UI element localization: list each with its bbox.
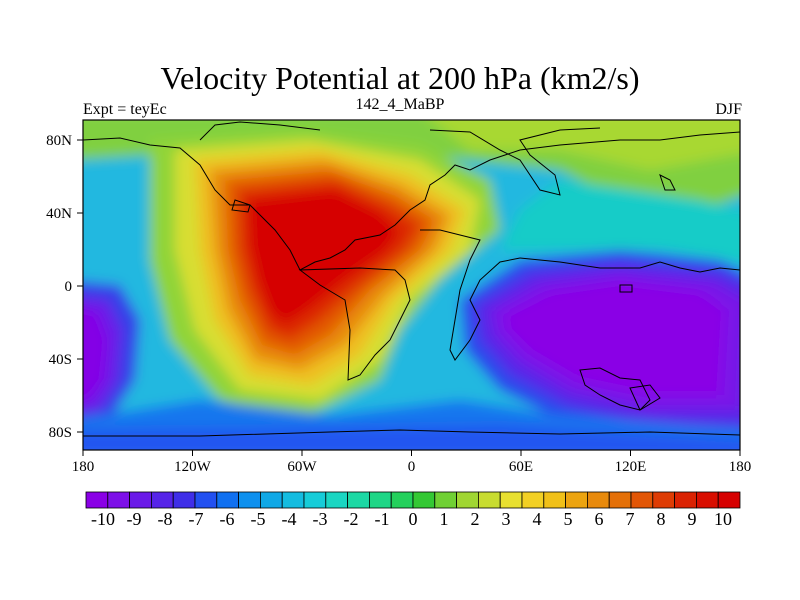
colorbar-swatch bbox=[630, 491, 654, 509]
colorbar-swatch bbox=[521, 491, 545, 509]
colorbar-label: 1 bbox=[440, 509, 449, 529]
colorbar-swatch bbox=[543, 491, 566, 509]
colorbar-label: -10 bbox=[91, 509, 115, 529]
colorbar-swatch bbox=[303, 491, 327, 509]
colorbar bbox=[85, 491, 741, 509]
lon-tick-label: 120W bbox=[174, 459, 212, 475]
plot-title: Velocity Potential at 200 hPa (km2/s) bbox=[160, 60, 640, 96]
colorbar-swatch bbox=[696, 491, 719, 509]
ticks bbox=[77, 139, 741, 456]
colorbar-label: 4 bbox=[533, 509, 542, 529]
colorbar-label: 2 bbox=[471, 509, 480, 529]
colorbar-label: 3 bbox=[502, 509, 511, 529]
experiment-label: Expt = teyEc bbox=[83, 101, 167, 118]
lon-tick-label: 180 bbox=[729, 459, 752, 475]
colorbar-swatch bbox=[499, 491, 523, 509]
colorbar-swatch bbox=[434, 491, 457, 509]
colorbar-swatch bbox=[194, 491, 218, 509]
colorbar-swatch bbox=[172, 491, 196, 509]
colorbar-swatch bbox=[368, 491, 392, 509]
colorbar-swatch bbox=[390, 491, 414, 509]
colorbar-swatch bbox=[347, 491, 370, 509]
lon-tick-label: 60E bbox=[509, 459, 533, 475]
colorbar-label: 7 bbox=[626, 509, 635, 529]
lat-tick-label: 80N bbox=[46, 133, 72, 149]
run-label: 142_4_MaBP bbox=[355, 96, 445, 113]
colorbar-swatch bbox=[325, 491, 348, 509]
colorbar-label: 8 bbox=[657, 509, 666, 529]
coastlines bbox=[83, 121, 740, 437]
lat-tick-label: 40S bbox=[49, 352, 72, 368]
colorbar-swatch bbox=[85, 491, 109, 509]
colorbar-label: -7 bbox=[189, 509, 204, 529]
season-label: DJF bbox=[715, 101, 742, 118]
lon-tick-label: 0 bbox=[408, 459, 416, 475]
lon-tick-label: 120E bbox=[615, 459, 647, 475]
colorbar-label: 10 bbox=[714, 509, 732, 529]
colorbar-label: 6 bbox=[595, 509, 604, 529]
colorbar-swatch bbox=[150, 491, 174, 509]
colorbar-swatch bbox=[216, 491, 240, 509]
colorbar-label: 9 bbox=[688, 509, 697, 529]
colorbar-label: 5 bbox=[564, 509, 573, 529]
lat-tick-label: 80S bbox=[49, 425, 72, 441]
lon-tick-label: 60W bbox=[287, 459, 317, 475]
contour-field bbox=[83, 120, 740, 450]
colorbar-label: -6 bbox=[220, 509, 235, 529]
colorbar-swatch bbox=[281, 491, 305, 509]
colorbar-swatch bbox=[259, 491, 283, 509]
colorbar-label: -1 bbox=[375, 509, 390, 529]
colorbar-label: -4 bbox=[282, 509, 297, 529]
colorbar-swatch bbox=[129, 491, 152, 509]
colorbar-swatch bbox=[107, 491, 131, 509]
colorbar-swatch bbox=[717, 491, 741, 509]
lat-tick-label: 40N bbox=[46, 206, 72, 222]
colorbar-label: -9 bbox=[127, 509, 142, 529]
colorbar-swatch bbox=[587, 491, 610, 509]
colorbar-label: -5 bbox=[251, 509, 266, 529]
colorbar-swatch bbox=[608, 491, 632, 509]
colorbar-label: 0 bbox=[409, 509, 418, 529]
colorbar-swatch bbox=[238, 491, 261, 509]
colorbar-swatch bbox=[674, 491, 697, 509]
colorbar-swatch bbox=[565, 491, 588, 509]
colorbar-labels: -10 -9 -8 -7 -6 -5 -4 -3 -2 -1 0 1 2 3 4 5 6 7 8 9 10 bbox=[91, 509, 732, 529]
lon-tick-label: 180 bbox=[72, 459, 95, 475]
colorbar-swatch bbox=[477, 491, 501, 509]
colorbar-swatch bbox=[652, 491, 675, 509]
lat-tick-label: 0 bbox=[65, 279, 73, 295]
colorbar-label: -8 bbox=[158, 509, 173, 529]
colorbar-swatch bbox=[456, 491, 479, 509]
colorbar-label: -3 bbox=[313, 509, 328, 529]
colorbar-swatch bbox=[412, 491, 436, 509]
colorbar-label: -2 bbox=[344, 509, 359, 529]
